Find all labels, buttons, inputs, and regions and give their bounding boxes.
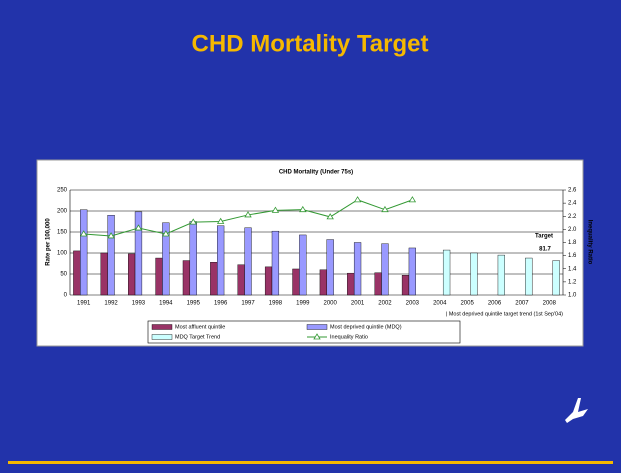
- y2-tick-label: 1.4: [568, 266, 577, 272]
- bar: [326, 239, 334, 296]
- y2-tick-label: 1.0: [568, 293, 577, 299]
- marker: [107, 232, 115, 239]
- annotation: Target: [535, 234, 553, 240]
- x-tick-label: 1995: [187, 301, 201, 307]
- marker: [271, 206, 280, 213]
- y2-tick-label: 1.6: [568, 253, 577, 259]
- y-tick-label: 0: [64, 293, 68, 299]
- x-tick-label: 1993: [132, 301, 146, 307]
- x-tick-label: 1992: [104, 301, 118, 307]
- bar: [80, 209, 88, 296]
- x-tick-label: 1994: [159, 301, 173, 307]
- legend-swatch: [151, 334, 173, 340]
- bar: [552, 260, 560, 296]
- bar: [189, 221, 197, 296]
- bar: [73, 250, 81, 296]
- x-tick-label: 2007: [515, 301, 529, 307]
- y-tick-label: 250: [57, 188, 68, 194]
- y-tick-label: 100: [57, 251, 68, 257]
- marker: [299, 205, 307, 213]
- x-tick-label: 1998: [269, 301, 283, 307]
- bar: [470, 252, 478, 296]
- y2-axis-label: Inequality Ratio: [586, 220, 592, 265]
- bar: [182, 260, 191, 296]
- y2-tick-label: 2.6: [568, 188, 577, 194]
- bar: [381, 243, 389, 296]
- legend-label: Inequality Ratio: [330, 334, 368, 340]
- legend-swatch: [306, 324, 328, 330]
- footer-line: [8, 461, 613, 464]
- y-tick-label: 150: [57, 230, 68, 236]
- bar: [525, 257, 533, 296]
- bar: [264, 266, 273, 296]
- marker: [244, 211, 252, 218]
- y2-tick-label: 2.2: [568, 214, 577, 220]
- x-tick-label: 2002: [378, 301, 392, 307]
- y-axis-label: Rate per 100,000: [46, 218, 52, 266]
- bar: [347, 272, 355, 296]
- y2-tick-label: 1.2: [568, 279, 577, 285]
- bar: [134, 211, 143, 296]
- y2-tick-label: 2.0: [568, 227, 577, 233]
- legend-label: Most deprived quintile (MDQ): [330, 324, 402, 330]
- bar: [299, 234, 307, 296]
- y-tick-label: 200: [57, 209, 68, 215]
- marker: [162, 230, 170, 237]
- y-tick-label: 50: [60, 272, 67, 278]
- bar: [319, 269, 327, 296]
- bar: [292, 268, 300, 296]
- logo: [565, 398, 588, 423]
- bar: [271, 230, 280, 296]
- legend-swatch: [151, 324, 173, 330]
- legend-marker: [313, 333, 321, 340]
- x-tick-label: 1997: [241, 301, 255, 307]
- legend-label: MDQ Target Trend: [175, 334, 220, 340]
- bar: [497, 254, 505, 296]
- marker: [134, 224, 143, 231]
- marker: [189, 218, 197, 225]
- bar: [217, 225, 225, 296]
- bar: [100, 252, 108, 296]
- x-tick-label: 1991: [77, 301, 91, 307]
- bar: [401, 275, 410, 296]
- bar: [210, 262, 218, 296]
- marker: [216, 217, 225, 224]
- legend-box: [147, 320, 461, 344]
- x-tick-label: 2004: [433, 301, 447, 307]
- marker: [79, 230, 88, 237]
- marker: [381, 205, 389, 213]
- bar: [442, 249, 451, 296]
- bar: [244, 227, 252, 296]
- bar: [155, 257, 163, 296]
- bar: [237, 264, 245, 296]
- x-tick-label: 1999: [296, 301, 310, 307]
- y2-tick-label: 1.8: [568, 240, 577, 246]
- marker: [353, 196, 362, 203]
- legend-label: Most affluent quintile: [175, 324, 225, 330]
- x-tick-label: 1996: [214, 301, 228, 307]
- slide-title: CHD Mortality Target: [192, 30, 429, 57]
- bar: [374, 272, 382, 296]
- bar: [162, 222, 170, 296]
- bar: [107, 214, 115, 296]
- annotation: 81.7: [539, 247, 551, 253]
- bar: [353, 242, 362, 296]
- x-tick-label: 2003: [406, 301, 420, 307]
- x-tick-label: 2001: [351, 301, 365, 307]
- annotation: | Most deprived quintile target trend (1…: [446, 311, 563, 317]
- chart-title: CHD Mortality (Under 75s): [279, 170, 353, 176]
- x-tick-label: 2005: [460, 301, 474, 307]
- x-tick-label: 2000: [324, 301, 338, 307]
- x-tick-label: 2008: [543, 301, 557, 307]
- y2-tick-label: 2.4: [568, 201, 577, 207]
- marker: [326, 213, 334, 220]
- x-tick-label: 2006: [488, 301, 502, 307]
- bar: [408, 247, 416, 296]
- bar: [128, 253, 136, 296]
- marker: [408, 196, 417, 203]
